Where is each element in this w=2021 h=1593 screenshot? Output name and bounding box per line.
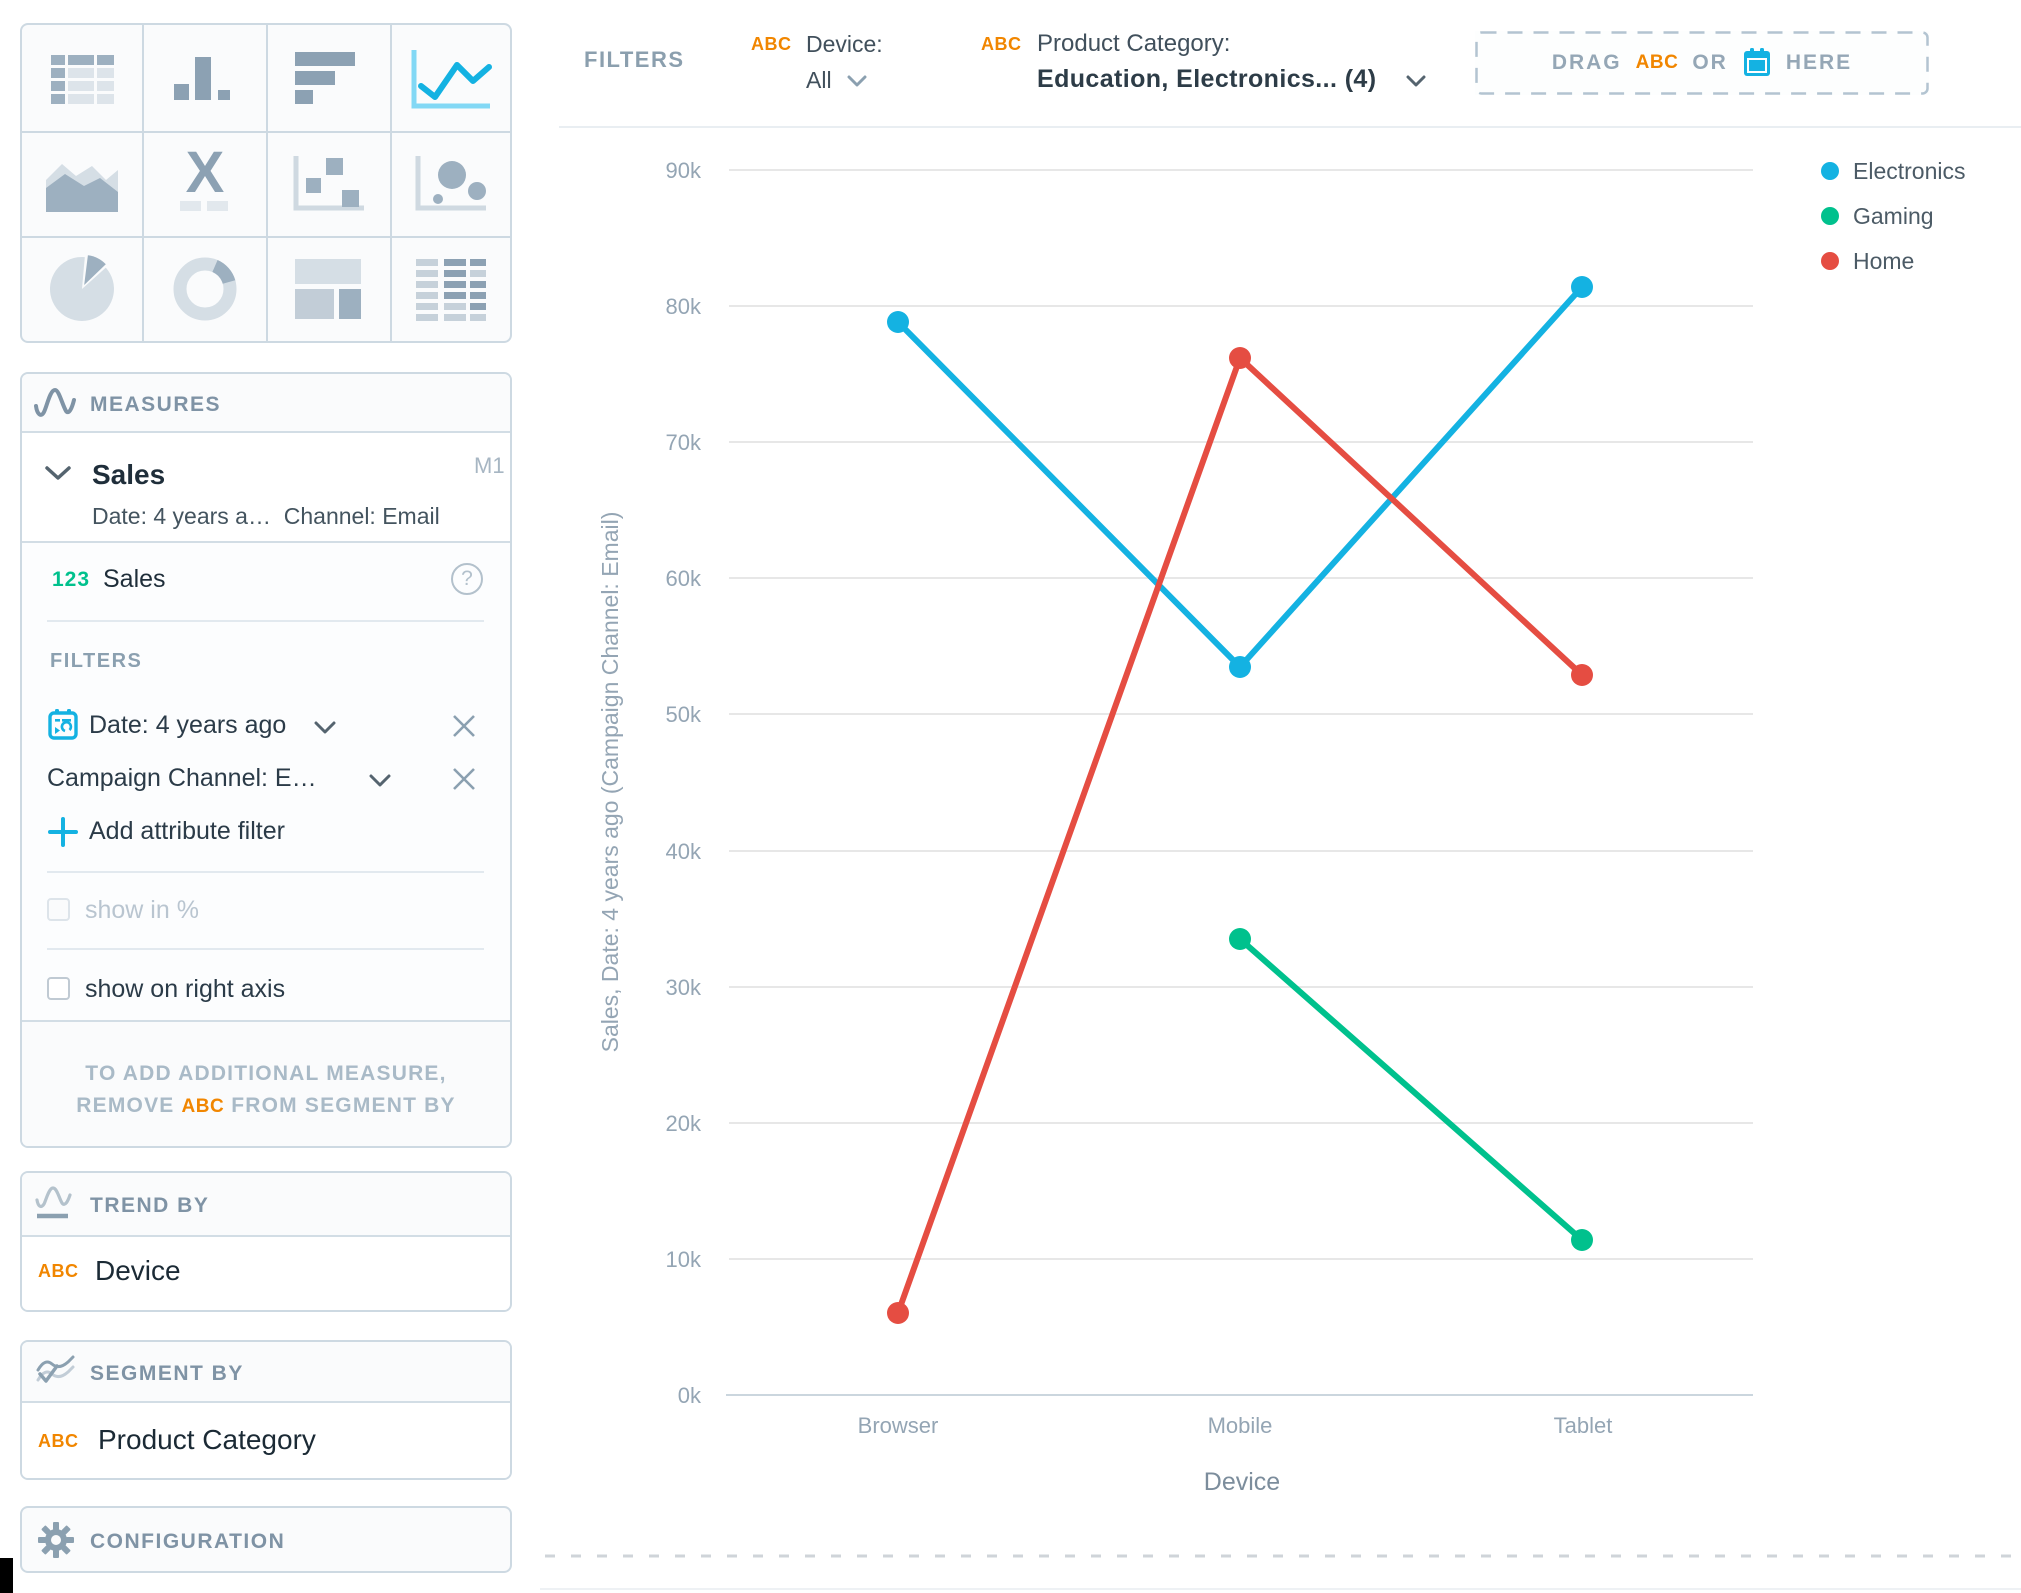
- svg-text:70k: 70k: [666, 430, 702, 455]
- svg-text:90k: 90k: [666, 158, 702, 183]
- svg-text:Home: Home: [1853, 248, 1914, 274]
- svg-text:X: X: [186, 140, 225, 205]
- svg-text:20k: 20k: [666, 1111, 702, 1136]
- svg-text:30k: 30k: [666, 975, 702, 1000]
- svg-text:40k: 40k: [666, 839, 702, 864]
- svg-text:Mobile: Mobile: [1208, 1413, 1273, 1438]
- svg-text:60k: 60k: [666, 566, 702, 591]
- svg-text:80k: 80k: [666, 294, 702, 319]
- svg-text:Tablet: Tablet: [1554, 1413, 1613, 1438]
- svg-text:Electronics: Electronics: [1853, 158, 1965, 184]
- svg-text:0k: 0k: [678, 1383, 702, 1408]
- svg-text:Sales, Date: 4 years ago (Camp: Sales, Date: 4 years ago (Campaign Chann…: [597, 512, 623, 1053]
- svg-text:10k: 10k: [666, 1247, 702, 1272]
- svg-text:50k: 50k: [666, 702, 702, 727]
- svg-text:Browser: Browser: [858, 1413, 939, 1438]
- svg-text:Device: Device: [1204, 1468, 1280, 1496]
- svg-text:Gaming: Gaming: [1853, 203, 1934, 229]
